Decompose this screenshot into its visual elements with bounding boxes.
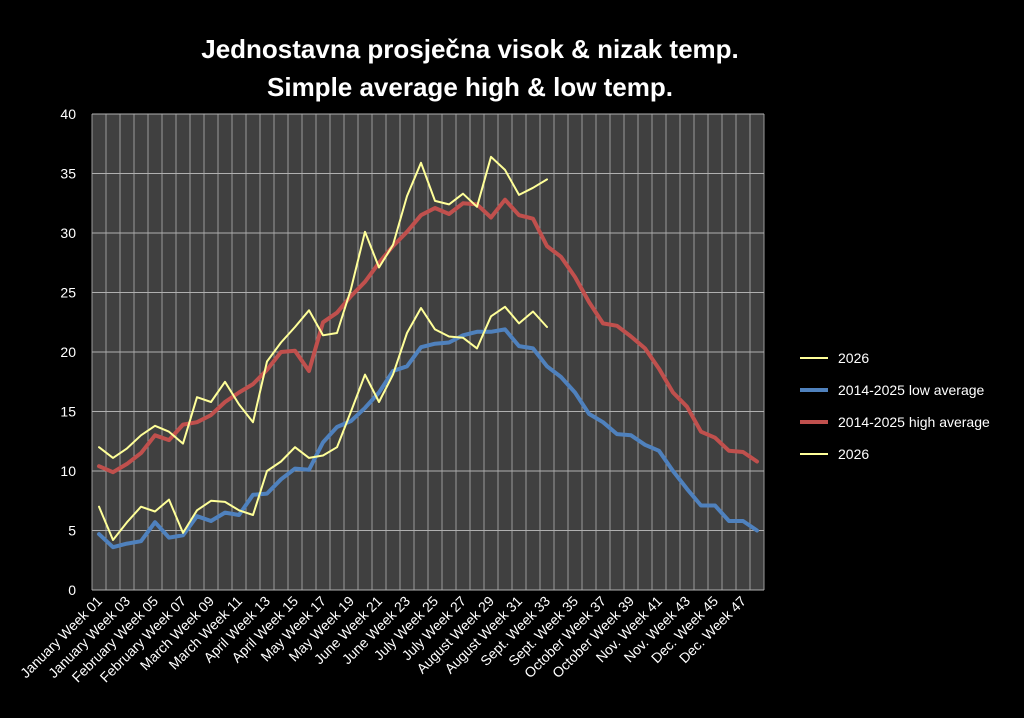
y-tick-label: 30 [60,225,76,241]
legend-label: 2026 [838,446,870,462]
legend-label: 2014-2025 low average [838,382,985,398]
horizontal-gridlines [92,113,764,591]
legend-item: 2014-2025 high average [800,406,1015,438]
series-line-2026-0 [98,155,548,459]
y-tick-label: 40 [60,106,76,122]
chart-title: Jednostavna prosječna visok & nizak temp… [130,30,810,106]
chart-title-line-2: Simple average high & low temp. [267,72,673,102]
legend: 2026 2014-2025 low average 2014-2025 hig… [800,342,1015,470]
legend-label: 2014-2025 high average [838,414,990,430]
chart-title-line-1: Jednostavna prosječna visok & nizak temp… [201,34,739,64]
legend-item: 2014-2025 low average [800,374,1015,406]
y-tick-label: 35 [60,166,76,182]
legend-label: 2026 [838,350,870,366]
legend-swatch-2026-high [800,357,828,359]
y-tick-label: 25 [60,285,76,301]
y-tick-label: 5 [68,523,76,539]
legend-item: 2026 [800,438,1015,470]
y-tick-label: 10 [60,463,76,479]
legend-swatch-high-average [800,420,828,424]
y-axis-tick-labels: 0 5 10 15 20 25 30 35 40 [60,106,76,598]
y-tick-label: 0 [68,582,76,598]
legend-swatch-low-average [800,388,828,392]
y-tick-label: 15 [60,404,76,420]
series-line-2014-2025-low-average-1 [97,327,759,550]
series-lines [97,155,759,550]
series-line-2026-3 [98,305,548,541]
series-line-2014-2025-high-average-2 [97,197,759,475]
legend-swatch-2026-low [800,453,828,455]
legend-item: 2026 [800,342,1015,374]
y-tick-label: 20 [60,344,76,360]
